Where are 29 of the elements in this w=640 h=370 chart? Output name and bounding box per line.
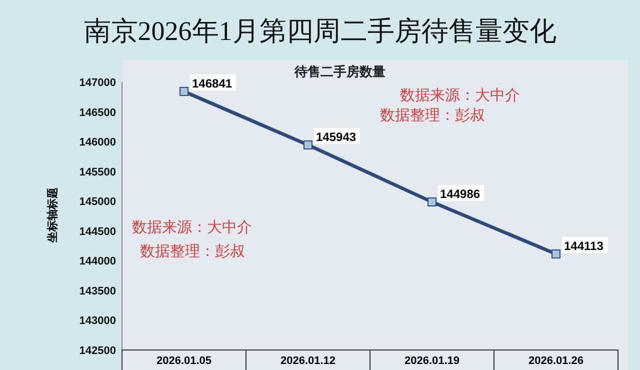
point — [304, 140, 312, 150]
point — [180, 86, 188, 96]
chart-subtitle: 待售二手房数量 — [294, 64, 386, 79]
data-label: 145943 — [316, 130, 356, 144]
annotation: 数据来源：大中介 — [132, 219, 252, 236]
y-tick-label: 142500 — [79, 345, 116, 357]
data-label: 146841 — [192, 76, 232, 90]
point — [552, 249, 560, 258]
annotation: 数据整理：彭叔 — [140, 243, 245, 260]
y-tick-label: 145000 — [79, 196, 116, 208]
y-tick-label: 145500 — [79, 166, 116, 178]
point — [428, 197, 436, 206]
data-label: 144113 — [564, 238, 604, 253]
chart-title: 南京2026年1月第四周二手房待售量变化 — [84, 16, 556, 46]
annotation: 数据整理：彭叔 — [380, 107, 485, 124]
y-tick-label: 146500 — [79, 106, 116, 119]
y-tick-label: 143500 — [79, 285, 116, 298]
y-axis-title: 坐标轴标题 — [46, 188, 59, 244]
y-tick-label: 144000 — [79, 256, 116, 268]
y-tick-label: 144500 — [79, 226, 116, 238]
y-tick-label: 146000 — [79, 136, 116, 149]
annotation: 数据来源：大中介 — [400, 87, 520, 104]
x-tick-label: 2026.01.12 — [280, 355, 336, 367]
y-tick-label: 147000 — [79, 77, 116, 89]
data-label: 144986 — [440, 186, 480, 201]
x-tick-label: 2026.01.19 — [404, 355, 460, 367]
x-tick-label: 2026.01.05 — [156, 355, 212, 367]
x-tick-label: 2026.01.26 — [528, 355, 584, 367]
y-tick-label: 143000 — [79, 315, 116, 328]
